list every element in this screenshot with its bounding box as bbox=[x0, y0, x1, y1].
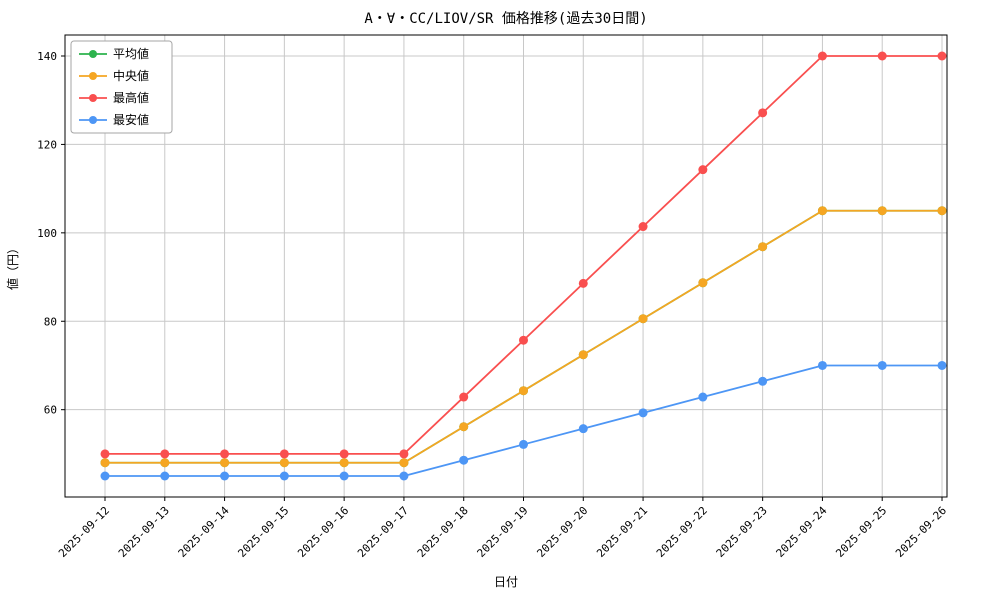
legend-label-median: 中央値 bbox=[113, 68, 149, 83]
series-marker-min bbox=[459, 455, 469, 465]
series-marker-median bbox=[279, 458, 289, 468]
x-tick-label: 2025-09-21 bbox=[594, 504, 650, 560]
series-marker-max bbox=[339, 449, 349, 459]
series-marker-min bbox=[578, 424, 588, 434]
legend-label-max: 最高値 bbox=[113, 90, 149, 105]
series-marker-median bbox=[758, 242, 768, 252]
series-marker-min bbox=[877, 360, 887, 370]
series-marker-max bbox=[758, 108, 768, 118]
y-tick-label: 100 bbox=[37, 227, 57, 240]
legend-marker-average bbox=[89, 50, 97, 58]
series-marker-max bbox=[160, 449, 170, 459]
series-marker-min bbox=[758, 376, 768, 386]
legend-marker-median bbox=[89, 72, 97, 80]
x-tick-label: 2025-09-16 bbox=[295, 504, 351, 560]
series-marker-max bbox=[817, 51, 827, 61]
series-marker-min bbox=[160, 471, 170, 481]
series-marker-median bbox=[817, 206, 827, 216]
series-marker-min bbox=[817, 360, 827, 370]
series-marker-median bbox=[937, 206, 947, 216]
series-marker-min bbox=[279, 471, 289, 481]
series-marker-min bbox=[937, 360, 947, 370]
series-marker-median bbox=[698, 278, 708, 288]
legend-box bbox=[70, 40, 173, 134]
y-tick-label: 60 bbox=[44, 404, 57, 417]
series-marker-min bbox=[399, 471, 409, 481]
x-axis-label: 日付 bbox=[494, 575, 518, 589]
series-marker-median bbox=[877, 206, 887, 216]
series-marker-max bbox=[279, 449, 289, 459]
series-marker-min bbox=[220, 471, 230, 481]
series-marker-max bbox=[877, 51, 887, 61]
x-tick-label: 2025-09-19 bbox=[475, 504, 531, 560]
series-marker-max bbox=[638, 222, 648, 232]
x-tick-label: 2025-09-17 bbox=[355, 504, 411, 560]
x-tick-label: 2025-09-24 bbox=[774, 504, 830, 560]
legend-label-average: 平均値 bbox=[113, 46, 149, 61]
legend-marker-min bbox=[89, 116, 97, 124]
x-tick-label: 2025-09-20 bbox=[534, 504, 590, 560]
x-tick-label: 2025-09-18 bbox=[415, 504, 471, 560]
legend-marker-max bbox=[89, 94, 97, 102]
x-tick-label: 2025-09-26 bbox=[893, 504, 949, 560]
series-marker-max bbox=[578, 278, 588, 288]
plot-background bbox=[65, 35, 947, 497]
series-marker-median bbox=[578, 350, 588, 360]
series-marker-min bbox=[638, 408, 648, 418]
series-marker-max bbox=[698, 165, 708, 175]
series-marker-min bbox=[339, 471, 349, 481]
series-marker-max bbox=[519, 335, 528, 345]
axes-spine bbox=[64, 34, 948, 498]
legend-label-min: 最安値 bbox=[113, 112, 149, 127]
y-axis-label: 値（円） bbox=[5, 242, 20, 290]
y-tick-label: 80 bbox=[44, 315, 57, 328]
x-tick-label: 2025-09-14 bbox=[176, 504, 232, 560]
series-marker-median bbox=[399, 458, 409, 468]
series-marker-median bbox=[339, 458, 349, 468]
series-marker-median bbox=[459, 422, 469, 432]
y-tick-label: 140 bbox=[37, 50, 57, 63]
series-marker-min bbox=[519, 439, 528, 449]
series-marker-max bbox=[459, 392, 469, 402]
x-tick-label: 2025-09-15 bbox=[235, 504, 291, 560]
y-tick-label: 120 bbox=[37, 138, 57, 151]
x-tick-label: 2025-09-25 bbox=[833, 504, 889, 560]
series-marker-median bbox=[160, 458, 170, 468]
series-marker-max bbox=[220, 449, 230, 459]
series-marker-median bbox=[519, 386, 528, 396]
x-tick-label: 2025-09-12 bbox=[56, 504, 112, 560]
x-tick-label: 2025-09-13 bbox=[116, 504, 172, 560]
series-marker-median bbox=[638, 314, 648, 324]
series-marker-median bbox=[100, 458, 110, 468]
series-marker-max bbox=[937, 51, 947, 61]
series-marker-min bbox=[100, 471, 110, 481]
series-marker-max bbox=[100, 449, 110, 459]
chart-title: A・∀・CC/LIOV/SR 価格推移(過去30日間) bbox=[364, 11, 647, 27]
series-marker-min bbox=[698, 392, 708, 402]
x-tick-label: 2025-09-22 bbox=[654, 504, 710, 560]
x-tick-label: 2025-09-23 bbox=[714, 504, 770, 560]
series-marker-median bbox=[220, 458, 230, 468]
series-marker-max bbox=[399, 449, 409, 459]
